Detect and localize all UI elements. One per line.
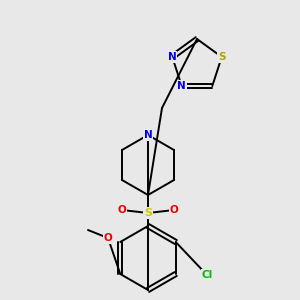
Text: S: S [218,52,226,62]
Text: S: S [144,208,152,218]
Text: O: O [169,205,178,215]
Text: N: N [144,130,152,140]
Text: N: N [177,81,186,91]
Text: O: O [118,205,126,215]
Text: O: O [103,233,112,243]
Text: N: N [168,52,177,62]
Text: Cl: Cl [201,270,213,280]
